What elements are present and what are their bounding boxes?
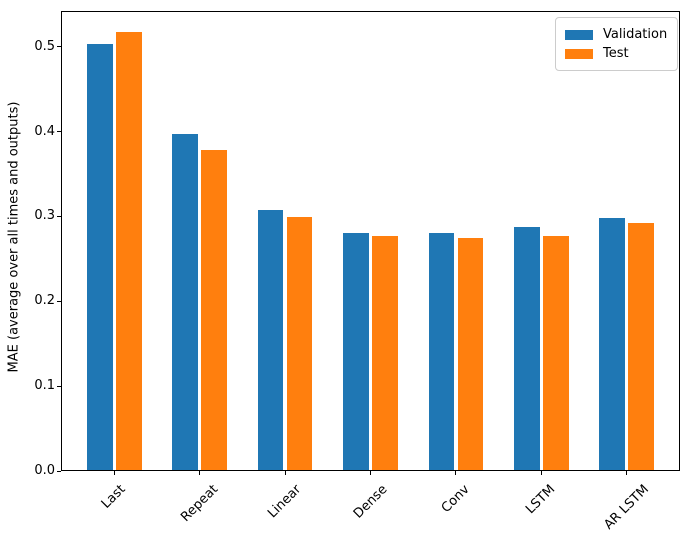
legend-swatch-validation-icon [565, 29, 593, 40]
y-tick-mark-0.5 [57, 46, 61, 48]
bar-test-last [115, 32, 142, 471]
x-tick-label-linear: Linear [265, 482, 305, 522]
x-tick-mark-lstm [540, 471, 542, 475]
bar-validation-conv [428, 233, 455, 471]
bar-test-repeat [201, 150, 227, 471]
legend-item-validation: Validation [565, 26, 667, 43]
legend: Validation Test [555, 17, 679, 71]
bar-validation-last [86, 44, 113, 471]
x-tick-mark-conv [455, 471, 457, 475]
bar-test-ar-lstm [628, 223, 655, 471]
x-tick-label-lstm: LSTM [523, 482, 559, 518]
y-tick-mark-0.4 [57, 131, 61, 133]
y-tick-label-0.0: 0.0 [34, 463, 55, 478]
bar-test-conv [457, 237, 484, 471]
legend-label-validation: Validation [603, 27, 668, 42]
x-tick-label-conv: Conv [438, 482, 473, 516]
bar-test-lstm [543, 235, 569, 471]
x-tick-label-repeat: Repeat [177, 482, 221, 525]
bar-validation-linear [257, 210, 284, 471]
y-tick-label-0.1: 0.1 [34, 378, 55, 394]
y-tick-mark-0.2 [57, 300, 61, 302]
x-tick-mark-ar-lstm [626, 471, 628, 475]
x-tick-label-ar-lstm: AR LSTM [600, 482, 652, 533]
y-axis-label: MAE (average over all times and outputs) [6, 101, 22, 373]
y-tick-mark-0.3 [57, 215, 61, 217]
y-tick-mark-0.0 [57, 470, 61, 472]
bar-validation-dense [343, 232, 369, 471]
legend-label-test: Test [603, 46, 629, 61]
y-tick-label-0.3: 0.3 [34, 208, 55, 224]
x-tick-mark-dense [370, 471, 371, 475]
x-tick-mark-linear [284, 471, 286, 475]
x-tick-label-dense: Dense [350, 482, 390, 522]
bar-test-linear [286, 217, 313, 471]
bar-test-dense [372, 235, 398, 471]
y-tick-mark-0.1 [57, 385, 61, 387]
legend-item-test: Test [565, 45, 667, 62]
x-tick-mark-last [113, 471, 115, 475]
bar-validation-ar-lstm [599, 218, 625, 471]
legend-swatch-test-icon [565, 48, 593, 59]
y-tick-label-0.4: 0.4 [34, 123, 55, 139]
y-tick-label-0.2: 0.2 [34, 293, 55, 309]
x-tick-mark-repeat [199, 471, 201, 475]
bar-validation-repeat [172, 134, 198, 471]
y-tick-label-0.5: 0.5 [34, 38, 55, 54]
bar-validation-lstm [513, 227, 540, 471]
plot-area [61, 11, 680, 471]
x-tick-label-last: Last [99, 482, 129, 512]
